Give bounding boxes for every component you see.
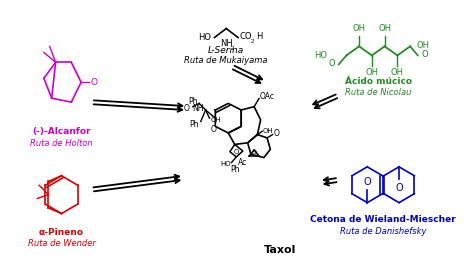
- Text: O: O: [211, 124, 217, 134]
- Text: O: O: [183, 104, 190, 113]
- Text: O: O: [234, 149, 239, 155]
- Text: OH: OH: [263, 128, 273, 134]
- Text: Ruta de Danishefsky: Ruta de Danishefsky: [340, 227, 427, 235]
- Text: OH: OH: [391, 68, 404, 77]
- Text: Cetona de Wieland-Miescher: Cetona de Wieland-Miescher: [310, 215, 456, 223]
- Text: O: O: [395, 183, 403, 193]
- Text: Ph: Ph: [230, 165, 239, 174]
- Text: O: O: [364, 177, 371, 186]
- Text: Ph: Ph: [190, 120, 199, 128]
- Text: HO: HO: [199, 33, 211, 42]
- Text: (-)-Alcanfor: (-)-Alcanfor: [32, 127, 91, 136]
- Text: O: O: [91, 78, 98, 87]
- Text: OH: OH: [210, 117, 221, 123]
- Text: Ruta de Wender: Ruta de Wender: [27, 239, 95, 248]
- Text: Ruta de Nicolau: Ruta de Nicolau: [345, 88, 411, 97]
- Text: Ruta de Holton: Ruta de Holton: [30, 139, 93, 148]
- Text: O: O: [328, 59, 335, 68]
- Text: Ruta de Mukaiyama: Ruta de Mukaiyama: [184, 56, 268, 65]
- Text: Ph: Ph: [188, 97, 198, 106]
- Text: 2: 2: [231, 46, 235, 51]
- Text: HO: HO: [314, 51, 327, 60]
- Text: NH: NH: [220, 39, 233, 48]
- Text: Taxol: Taxol: [264, 246, 296, 255]
- Text: H: H: [255, 31, 262, 40]
- Text: α-Pineno: α-Pineno: [39, 227, 84, 236]
- Text: NH: NH: [192, 105, 204, 114]
- Text: CO: CO: [239, 31, 252, 40]
- Text: OH: OH: [365, 68, 378, 77]
- Text: Ac: Ac: [238, 158, 247, 167]
- Text: OH: OH: [353, 24, 365, 34]
- Text: 2: 2: [251, 39, 254, 44]
- Text: O: O: [252, 150, 256, 155]
- Text: OAc: OAc: [260, 92, 274, 101]
- Text: HO: HO: [220, 161, 230, 167]
- Text: Ácido múcico: Ácido múcico: [345, 77, 412, 86]
- Text: O: O: [273, 130, 280, 138]
- Text: L-Serina: L-Serina: [208, 47, 245, 55]
- Text: O: O: [421, 50, 428, 59]
- Text: OH: OH: [417, 40, 429, 49]
- Text: OH: OH: [378, 24, 391, 34]
